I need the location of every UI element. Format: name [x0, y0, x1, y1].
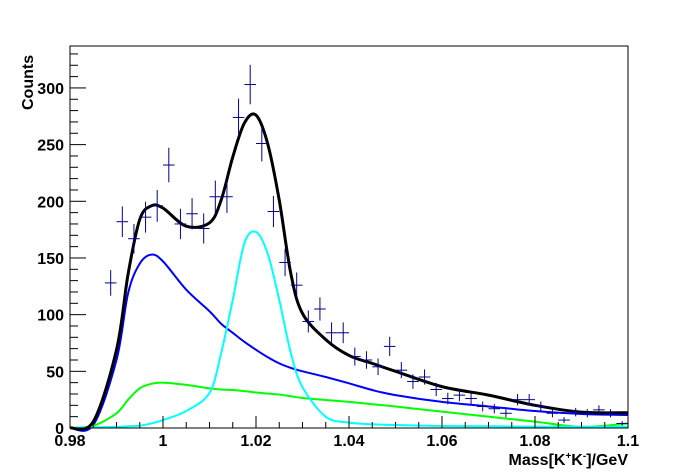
data-point	[604, 409, 617, 418]
y-tick-label: 250	[37, 138, 64, 155]
data-point	[407, 374, 419, 389]
data-point	[500, 409, 512, 418]
data-point	[535, 401, 547, 412]
x-tick-label: 0.98	[54, 433, 85, 450]
data-point	[232, 98, 245, 137]
data-point	[593, 405, 605, 415]
x-title-part: Mass[K	[509, 452, 566, 469]
data-point	[465, 392, 477, 405]
curve-second-component	[69, 381, 629, 429]
data-point	[418, 369, 431, 385]
data-point	[581, 409, 594, 418]
data-point	[349, 347, 361, 366]
data-point	[523, 393, 535, 406]
data-point	[267, 195, 280, 228]
data-point	[128, 224, 140, 254]
axes: 0 50 100 150 200 250 300 0.98 1 1.02 1.04 1.06 1.08 1…	[37, 53, 639, 450]
data-point	[372, 358, 384, 376]
x-title-sup: -	[583, 451, 586, 462]
data-point	[163, 147, 175, 183]
data-point	[314, 297, 326, 321]
data-point	[476, 401, 489, 412]
data-point	[221, 180, 233, 213]
data-point	[325, 322, 338, 344]
curve-background	[69, 253, 629, 432]
data-point	[616, 421, 628, 426]
x-tick-label: 1.04	[333, 433, 364, 450]
data-point	[186, 198, 198, 230]
y-axis-title: Counts	[20, 55, 37, 110]
y-tick-label: 50	[46, 364, 64, 381]
data-point	[558, 417, 570, 424]
y-tick-label: 150	[37, 251, 64, 268]
data-point	[511, 393, 524, 406]
data-point	[256, 125, 268, 162]
x-tick-label: 1.02	[240, 433, 271, 450]
curve-signal-peak	[69, 230, 629, 429]
data-point	[360, 351, 373, 369]
data-point	[488, 404, 501, 414]
data-point	[116, 206, 129, 237]
y-tick-label: 0	[55, 421, 64, 438]
x-tick-label: 1.1	[617, 433, 639, 450]
data-point	[569, 407, 582, 417]
data-point	[197, 213, 210, 244]
y-tick-label: 100	[37, 308, 64, 325]
data-point	[279, 248, 291, 277]
y-tick-label: 300	[37, 81, 64, 98]
data-point	[383, 336, 396, 357]
x-axis-title: Mass[K+K-]/GeV	[509, 451, 629, 469]
x-tick-label: 1.08	[519, 433, 550, 450]
data-point	[442, 392, 454, 405]
x-tick-label: 1	[159, 433, 168, 450]
curve-total-fit	[69, 112, 629, 431]
data-point	[174, 208, 187, 240]
data-point	[151, 189, 163, 222]
data-point	[290, 272, 303, 298]
x-title-part: K	[571, 452, 583, 469]
data-point	[302, 310, 315, 333]
data-point	[430, 382, 442, 397]
x-title-sup: +	[565, 451, 571, 462]
data-point	[337, 322, 349, 344]
data-point	[104, 270, 117, 296]
data-point	[209, 180, 222, 213]
data-point	[395, 362, 408, 379]
data-point	[244, 64, 256, 105]
data-point	[139, 201, 152, 233]
data-point	[546, 409, 559, 418]
x-tick-label: 1.06	[426, 433, 457, 450]
fit-curves	[69, 112, 629, 432]
y-tick-label: 200	[37, 194, 64, 211]
data-point	[453, 389, 466, 402]
data-points	[104, 64, 628, 426]
x-title-part: ]/GeV	[586, 452, 628, 469]
